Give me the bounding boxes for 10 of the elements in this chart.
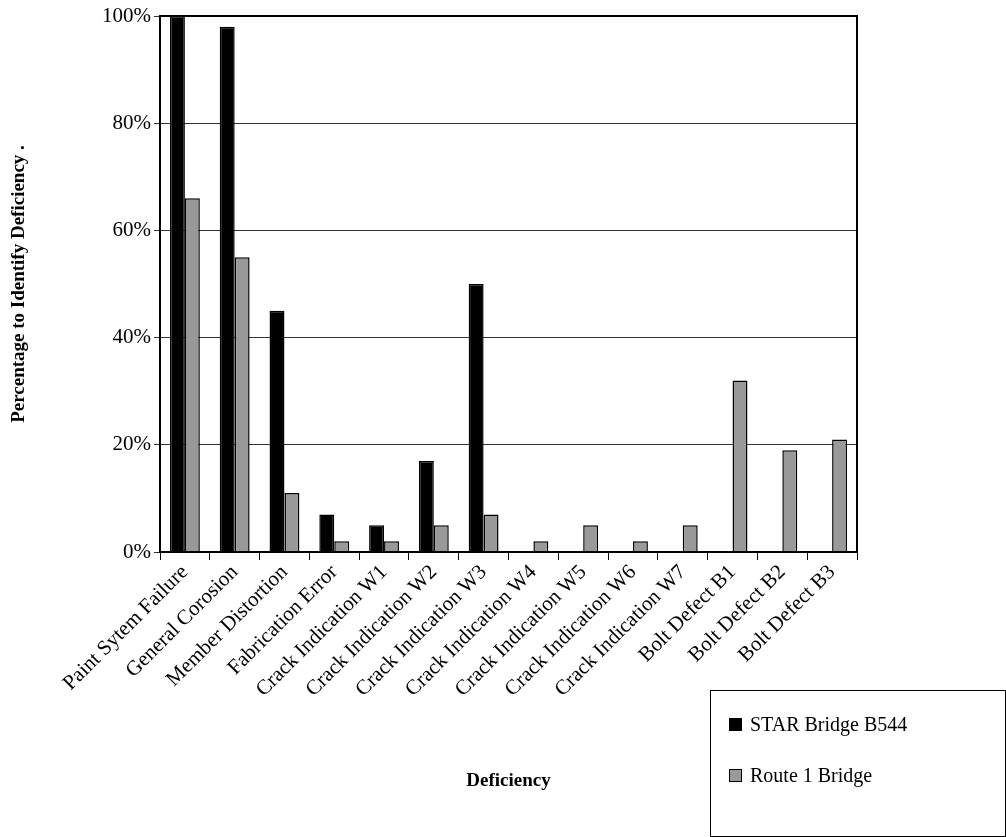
- y-tick-label: 100%: [102, 2, 151, 27]
- y-axis-title: Percentage to Identify Deficiency .: [7, 145, 29, 423]
- y-tick-label: 60%: [112, 216, 151, 241]
- legend-label: Route 1 Bridge: [750, 764, 873, 787]
- y-tick-label: 80%: [112, 109, 151, 134]
- y-tick-label: 20%: [112, 431, 151, 456]
- legend-label: STAR Bridge B544: [750, 713, 908, 736]
- x-axis-title: Deficiency: [466, 768, 552, 790]
- y-tick-label: 0%: [123, 538, 151, 563]
- y-tick-label: 40%: [112, 324, 151, 349]
